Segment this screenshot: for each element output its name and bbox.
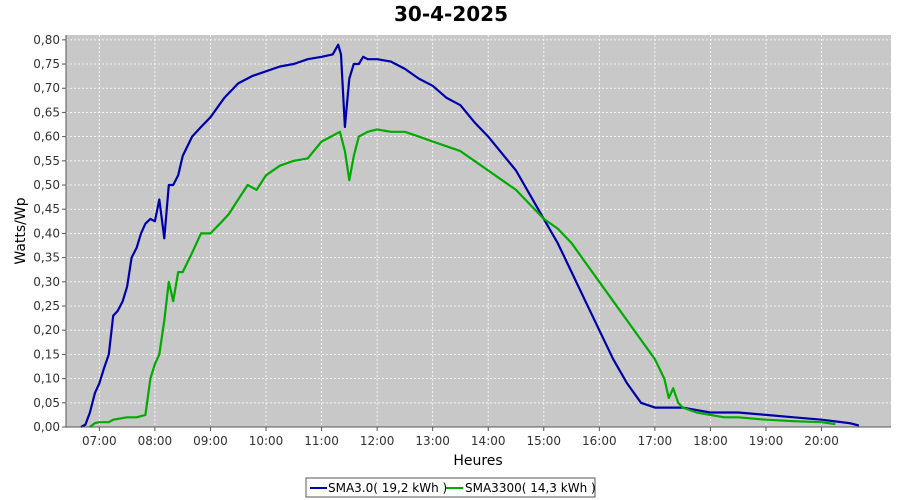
x-axis-label: Heures: [453, 453, 502, 469]
x-tick-label: 17:00: [638, 434, 673, 448]
x-tick-label: 14:00: [471, 434, 506, 448]
y-tick-label: 0,35: [33, 251, 60, 265]
y-tick-label: 0,20: [33, 323, 60, 337]
x-tick-label: 18:00: [693, 434, 728, 448]
y-tick-label: 0,00: [33, 420, 60, 434]
y-tick-label: 0,25: [33, 299, 60, 313]
series-lines: [80, 43, 860, 428]
legend-label-sma3300: SMA3300( 14,3 kWh ): [465, 481, 596, 495]
x-tick-label: 07:00: [82, 434, 117, 448]
x-tick-label: 10:00: [249, 434, 284, 448]
x-tick-label: 08:00: [138, 434, 173, 448]
plot-area: [66, 35, 891, 427]
chart-title: 30-4-2025: [394, 2, 508, 26]
y-tick-label: 0,15: [33, 347, 60, 361]
y-tick-label: 0,05: [33, 396, 60, 410]
x-tick-label: 15:00: [526, 434, 561, 448]
y-tick-label: 0,55: [33, 154, 60, 168]
x-tick-label: 16:00: [582, 434, 617, 448]
y-tick-label: 0,50: [33, 178, 60, 192]
legend: SMA3.0( 19,2 kWh ) SMA3300( 14,3 kWh ): [305, 477, 596, 498]
y-axis-label: Watts/Wp: [13, 197, 29, 264]
y-tick-label: 0,70: [33, 81, 60, 95]
y-tick-label: 0,45: [33, 202, 60, 216]
x-tick-label: 11:00: [304, 434, 339, 448]
y-tick-label: 0,40: [33, 226, 60, 240]
x-tick-label: 12:00: [360, 434, 395, 448]
x-tick-label: 19:00: [749, 434, 784, 448]
x-tick-label: 13:00: [415, 434, 450, 448]
y-tick-label: 0,30: [33, 275, 60, 289]
y-tick-label: 0,75: [33, 57, 60, 71]
series-line-sma3300: [89, 128, 836, 428]
y-tick-label: 0,80: [33, 33, 60, 47]
y-tick-label: 0,65: [33, 105, 60, 119]
y-tick-label: 0,10: [33, 372, 60, 386]
x-tick-label: 09:00: [193, 434, 228, 448]
legend-label-sma30: SMA3.0( 19,2 kWh ): [328, 481, 447, 495]
x-axis-ticks: 07:00 08:00 09:00 10:00 11:00 12:00 13:00 14:00…: [66, 426, 891, 448]
series-line-sma30: [80, 43, 860, 428]
y-tick-label: 0,60: [33, 130, 60, 144]
x-tick-label: 20:00: [804, 434, 839, 448]
y-axis-ticks: 0,00 0,05 0,10 0,15 0,20 0,25 0,30 0,35 0,40 0,45…: [33, 33, 67, 434]
